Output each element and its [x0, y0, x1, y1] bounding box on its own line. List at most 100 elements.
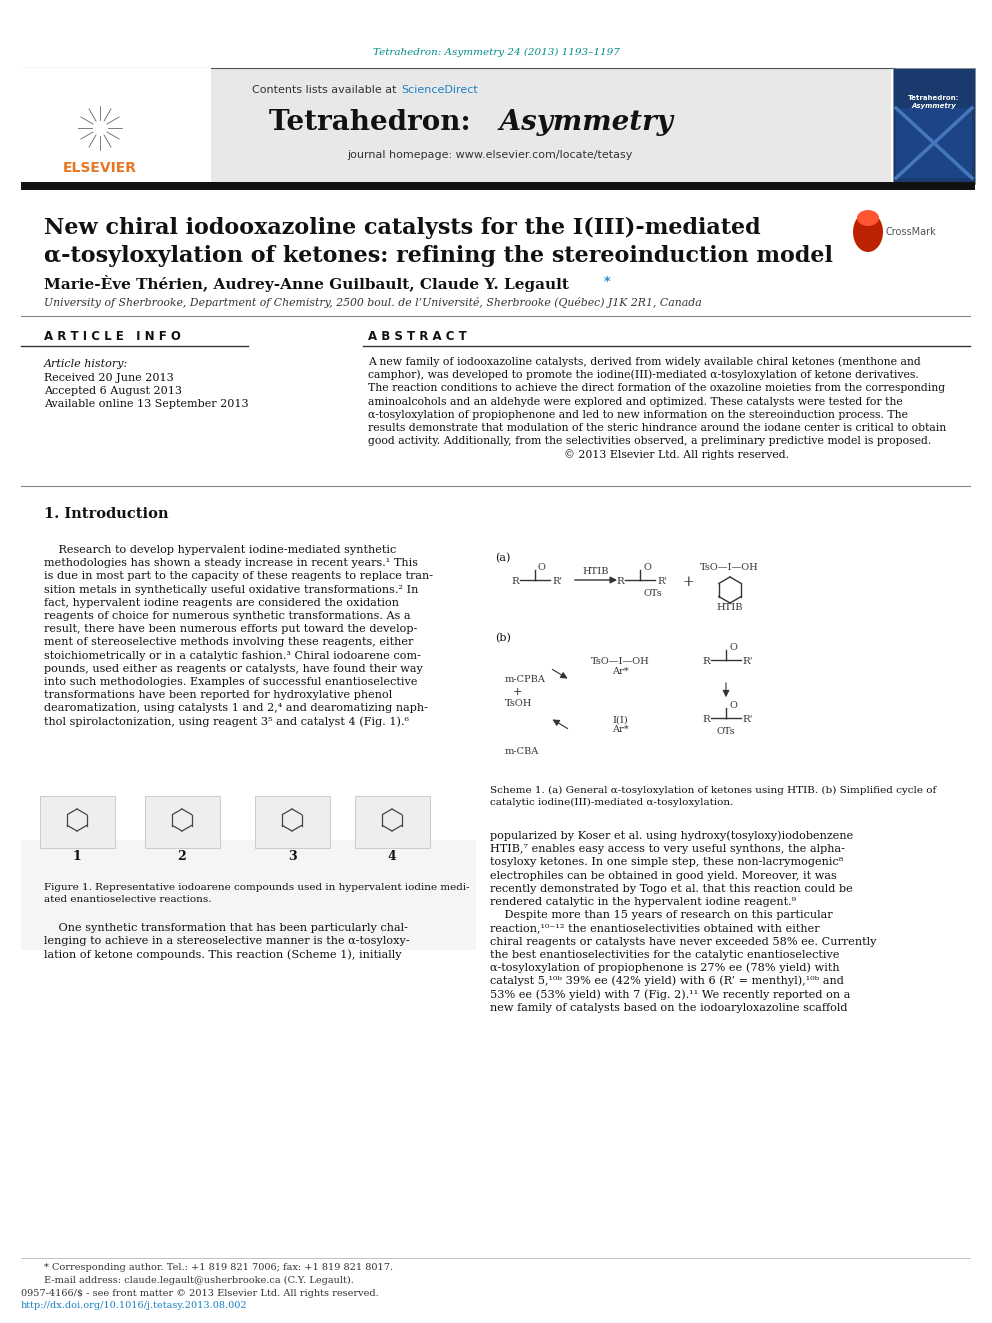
Text: dearomatization, using catalysts 1 and 2,⁴ and dearomatizing naph-: dearomatization, using catalysts 1 and 2… — [44, 704, 428, 713]
Text: good activity. Additionally, from the selectivities observed, a preliminary pred: good activity. Additionally, from the se… — [368, 437, 931, 446]
Text: result, there have been numerous efforts put toward the develop-: result, there have been numerous efforts… — [44, 624, 418, 634]
Text: new family of catalysts based on the iodoaryloxazoline scaffold: new family of catalysts based on the iod… — [490, 1003, 847, 1012]
Bar — [21, 67, 211, 183]
Text: OTs: OTs — [644, 590, 663, 598]
Text: α-tosyloxylation of propiophenone is 27% ee (78% yield) with: α-tosyloxylation of propiophenone is 27%… — [490, 963, 839, 974]
Text: Tetrahedron: Asymmetry 24 (2013) 1193–1197: Tetrahedron: Asymmetry 24 (2013) 1193–11… — [373, 48, 619, 57]
Text: O: O — [538, 564, 546, 573]
Text: http://dx.doi.org/10.1016/j.tetasy.2013.08.002: http://dx.doi.org/10.1016/j.tetasy.2013.… — [21, 1302, 248, 1311]
Text: Asymmetry: Asymmetry — [490, 108, 673, 135]
Text: Tetrahedron:: Tetrahedron: — [909, 95, 959, 101]
Text: reagents of choice for numerous synthetic transformations. As a: reagents of choice for numerous syntheti… — [44, 611, 411, 620]
Text: R': R' — [742, 716, 753, 725]
Text: * Corresponding author. Tel.: +1 819 821 7006; fax: +1 819 821 8017.: * Corresponding author. Tel.: +1 819 821… — [44, 1263, 393, 1273]
Text: into such methodologies. Examples of successful enantioselective: into such methodologies. Examples of suc… — [44, 677, 418, 687]
Text: 1: 1 — [72, 849, 81, 863]
Text: m-CPBA: m-CPBA — [505, 676, 546, 684]
Text: O: O — [729, 643, 737, 652]
Bar — [255, 796, 330, 848]
Bar — [21, 840, 476, 950]
Text: *: * — [604, 275, 610, 288]
Text: camphor), was developed to promote the iodine(III)-mediated α-tosyloxylation of : camphor), was developed to promote the i… — [368, 370, 919, 381]
Text: 53% ee (53% yield) with 7 (Fig. 2).¹¹ We recently reported on a: 53% ee (53% yield) with 7 (Fig. 2).¹¹ We… — [490, 990, 850, 1000]
Text: fact, hypervalent iodine reagents are considered the oxidation: fact, hypervalent iodine reagents are co… — [44, 598, 399, 607]
Text: 2: 2 — [178, 849, 186, 863]
Text: One synthetic transformation that has been particularly chal-: One synthetic transformation that has be… — [44, 923, 408, 933]
Text: CrossMark: CrossMark — [885, 228, 935, 237]
Text: methodologies has shown a steady increase in recent years.¹ This: methodologies has shown a steady increas… — [44, 558, 418, 568]
Text: TsO—I—OH: TsO—I—OH — [700, 562, 759, 572]
Text: R: R — [702, 716, 710, 725]
Text: O: O — [643, 564, 651, 573]
Text: HTIB: HTIB — [582, 568, 609, 577]
Text: (b): (b) — [495, 632, 511, 643]
Text: New chiral iodooxazoline catalysts for the I(III)-mediated: New chiral iodooxazoline catalysts for t… — [44, 217, 761, 239]
Text: m-CBA: m-CBA — [505, 747, 540, 757]
Text: sition metals in synthetically useful oxidative transformations.² In: sition metals in synthetically useful ox… — [44, 585, 419, 594]
Text: A B S T R A C T: A B S T R A C T — [368, 329, 467, 343]
Text: TsOH: TsOH — [505, 700, 533, 709]
Text: R: R — [616, 578, 624, 586]
Text: Research to develop hypervalent iodine-mediated synthetic: Research to develop hypervalent iodine-m… — [44, 545, 396, 556]
Text: Despite more than 15 years of research on this particular: Despite more than 15 years of research o… — [490, 910, 832, 921]
Text: A new family of iodooxazoline catalysts, derived from widely available chiral ke: A new family of iodooxazoline catalysts,… — [368, 357, 921, 368]
Text: chiral reagents or catalysts have never exceeded 58% ee. Currently: chiral reagents or catalysts have never … — [490, 937, 877, 946]
Text: R': R' — [552, 578, 562, 586]
Text: Available online 13 September 2013: Available online 13 September 2013 — [44, 400, 249, 409]
Text: ScienceDirect: ScienceDirect — [401, 85, 478, 95]
Text: University of Sherbrooke, Department of Chemistry, 2500 boul. de l’Université, S: University of Sherbrooke, Department of … — [44, 296, 701, 307]
Text: +: + — [513, 687, 523, 697]
Text: lation of ketone compounds. This reaction (Scheme 1), initially: lation of ketone compounds. This reactio… — [44, 949, 402, 959]
Text: R: R — [511, 578, 519, 586]
Text: stoichiometrically or in a catalytic fashion.³ Chiral iodoarene com-: stoichiometrically or in a catalytic fas… — [44, 651, 421, 660]
Text: Asymmetry: Asymmetry — [912, 103, 956, 108]
Text: catalytic iodine(III)-mediated α-tosyloxylation.: catalytic iodine(III)-mediated α-tosylox… — [490, 798, 733, 807]
Text: 0957-4166/$ - see front matter © 2013 Elsevier Ltd. All rights reserved.: 0957-4166/$ - see front matter © 2013 El… — [21, 1290, 379, 1298]
Text: Contents lists available at: Contents lists available at — [252, 85, 400, 95]
Text: OTs: OTs — [716, 728, 735, 737]
Text: tosyloxy ketones. In one simple step, these non-lacrymogenic⁸: tosyloxy ketones. In one simple step, th… — [490, 857, 843, 868]
Text: R': R' — [657, 578, 668, 586]
Text: I(I): I(I) — [612, 716, 628, 725]
Text: α-tosyloxylation of ketones: refining the stereoinduction model: α-tosyloxylation of ketones: refining th… — [44, 245, 833, 267]
Text: R: R — [702, 658, 710, 667]
Text: E-mail address: claude.legault@usherbrooke.ca (C.Y. Legault).: E-mail address: claude.legault@usherbroo… — [44, 1275, 354, 1285]
Text: α-tosyloxylation of propiophenone and led to new information on the stereoinduct: α-tosyloxylation of propiophenone and le… — [368, 410, 908, 419]
Bar — [145, 796, 220, 848]
Text: electrophiles can be obtained in good yield. Moreover, it was: electrophiles can be obtained in good yi… — [490, 871, 836, 881]
Text: 3: 3 — [288, 849, 297, 863]
Text: thol spirolactonization, using reagent 3⁵ and catalyst 4 (Fig. 1).⁶: thol spirolactonization, using reagent 3… — [44, 716, 409, 726]
Text: journal homepage: www.elsevier.com/locate/tetasy: journal homepage: www.elsevier.com/locat… — [347, 149, 633, 160]
Text: TsO—I—OH: TsO—I—OH — [590, 658, 650, 667]
Text: +: + — [682, 576, 693, 589]
Bar — [355, 796, 430, 848]
Text: Ar*: Ar* — [612, 725, 628, 734]
Text: the best enantioselectivities for the catalytic enantioselective: the best enantioselectivities for the ca… — [490, 950, 839, 959]
Text: ELSEVIER: ELSEVIER — [63, 161, 137, 175]
Text: recently demonstrated by Togo et al. that this reaction could be: recently demonstrated by Togo et al. tha… — [490, 884, 853, 894]
Text: rendered catalytic in the hypervalent iodine reagent.⁹: rendered catalytic in the hypervalent io… — [490, 897, 796, 908]
Text: ated enantioselective reactions.: ated enantioselective reactions. — [44, 896, 211, 905]
Text: ment of stereoselective methods involving these reagents, either: ment of stereoselective methods involvin… — [44, 638, 414, 647]
Text: is due in most part to the capacity of these reagents to replace tran-: is due in most part to the capacity of t… — [44, 572, 433, 581]
Text: R': R' — [742, 658, 753, 667]
Text: (a): (a) — [495, 553, 510, 564]
Text: popularized by Koser et al. using hydroxy(tosyloxy)iodobenzene: popularized by Koser et al. using hydrox… — [490, 831, 853, 841]
Bar — [896, 108, 972, 179]
Text: Marie-Ève Thérien, Audrey-Anne Guilbault, Claude Y. Legault: Marie-Ève Thérien, Audrey-Anne Guilbault… — [44, 275, 568, 292]
Text: lenging to achieve in a stereoselective manner is the α-tosyloxy-: lenging to achieve in a stereoselective … — [44, 937, 410, 946]
Text: O: O — [729, 701, 737, 710]
Bar — [893, 67, 975, 184]
Text: 1. Introduction: 1. Introduction — [44, 507, 169, 521]
Text: Accepted 6 August 2013: Accepted 6 August 2013 — [44, 386, 182, 396]
Bar — [40, 796, 115, 848]
Text: © 2013 Elsevier Ltd. All rights reserved.: © 2013 Elsevier Ltd. All rights reserved… — [368, 448, 789, 460]
Text: Received 20 June 2013: Received 20 June 2013 — [44, 373, 174, 382]
Text: Tetrahedron:: Tetrahedron: — [269, 108, 490, 135]
Text: HTIB,⁷ enables easy access to very useful synthons, the alpha-: HTIB,⁷ enables easy access to very usefu… — [490, 844, 845, 855]
Text: Figure 1. Representative iodoarene compounds used in hypervalent iodine medi-: Figure 1. Representative iodoarene compo… — [44, 884, 469, 893]
Bar — [21, 67, 891, 183]
Text: aminoalcohols and an aldehyde were explored and optimized. These catalysts were : aminoalcohols and an aldehyde were explo… — [368, 397, 903, 406]
Text: A R T I C L E   I N F O: A R T I C L E I N F O — [44, 329, 181, 343]
Text: 4: 4 — [388, 849, 397, 863]
